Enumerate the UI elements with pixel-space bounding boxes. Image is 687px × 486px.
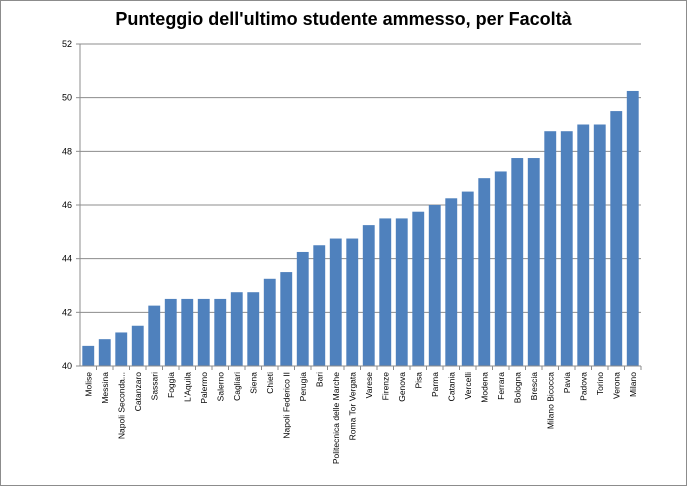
category-label: Politecnica delle Marche [331,372,341,464]
category-label: Vercelli [463,372,473,400]
category-label: Napoli Seconda... [116,372,126,439]
bar [478,178,491,366]
category-label: Pisa [413,372,423,389]
category-label: Foggia [166,372,176,398]
category-label: Torino [595,372,605,395]
category-label: Milano Bicocca [545,372,555,429]
bar [148,305,161,366]
bar [577,124,590,366]
bar [412,211,425,366]
category-label: Siena [248,372,258,394]
bar [610,111,623,366]
category-label: Cagliari [232,372,242,401]
y-tick-label: 42 [62,307,72,317]
category-label: Napoli Federico II [281,372,291,439]
chart-title: Punteggio dell'ultimo studente ammesso, … [115,9,572,29]
category-label: Roma Tor Vergata [347,372,357,441]
category-label: Modena [479,372,489,403]
bar [280,272,293,366]
category-label: Brescia [529,372,539,401]
bar [98,339,111,366]
bar [626,90,639,366]
y-tick-label: 50 [62,93,72,103]
category-label: Genova [397,372,407,402]
category-label: Catanzaro [133,372,143,411]
bar [115,332,128,366]
category-label: Ferrara [496,372,506,400]
category-label: Catania [446,372,456,402]
bar [329,238,342,366]
bar [346,238,359,366]
bar [263,278,276,366]
category-label: Milano [628,372,638,397]
y-tick-label: 40 [62,361,72,371]
y-tick-label: 46 [62,200,72,210]
bar [445,198,458,366]
category-label: Bari [314,372,324,387]
category-label: Messina [100,372,110,404]
bar [230,292,243,366]
category-label: Pavia [562,372,572,394]
bars [82,90,639,366]
category-label: Molise [83,372,93,397]
bar [296,251,309,366]
y-tick-label: 44 [62,254,72,264]
bar [214,298,227,366]
bar [428,205,441,366]
category-label: Parma [430,372,440,397]
bar [494,171,507,366]
category-label: Varese [364,372,374,399]
category-labels: Molise Messina Napoli Seconda... Catanzaro S… [83,372,638,464]
category-label: Verona [611,372,621,399]
bar [560,131,573,366]
bar [379,218,392,366]
bar [362,225,375,366]
category-label: Palermo [199,372,209,404]
category-label: Salerno [215,372,225,402]
bar [395,218,408,366]
y-tick-label: 52 [62,39,72,49]
bar [461,191,474,366]
bar [164,298,177,366]
bar [593,124,606,366]
bar [82,345,95,366]
category-label: Bologna [512,372,522,403]
bar [544,131,557,366]
category-label: Perugia [298,372,308,402]
axes: 40 42 44 46 48 50 52 [62,39,642,371]
category-label: Firenze [380,372,390,401]
category-label: Chieti [265,372,275,394]
bar [313,245,326,366]
bar [131,325,144,366]
gridlines [80,43,641,367]
category-label: Padova [578,372,588,401]
bar [511,158,524,366]
category-label: L'Aquila [182,372,192,402]
bar [197,298,210,366]
bar [247,292,260,366]
bar [181,298,194,366]
bar [527,158,540,366]
y-tick-label: 48 [62,146,72,156]
category-label: Sassari [149,372,159,400]
